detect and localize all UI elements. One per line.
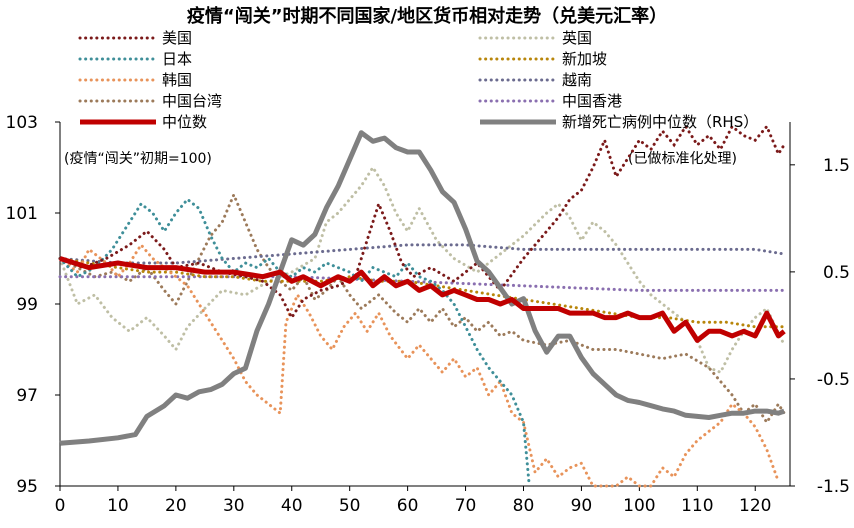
x-tick-label: 20 — [165, 496, 187, 516]
legend-label-hk: 中国香港 — [562, 92, 622, 110]
series-line-kr — [58, 242, 780, 488]
x-tick-label: 70 — [455, 496, 477, 516]
x-tick-label: 100 — [623, 496, 655, 516]
y-right-tick-label: 1.5 — [823, 156, 850, 176]
x-tick-label: 120 — [739, 496, 771, 516]
series-line-new_cases — [59, 130, 786, 446]
axes: 0 10 20 30 40 50 60 70 80 90 100 110 120 103 101 99 97 95… — [6, 113, 850, 516]
legend-label-sg: 新加坡 — [562, 50, 607, 68]
series-line-tw — [58, 190, 786, 426]
x-tick-label: 110 — [681, 496, 713, 516]
legend-label-us: 美国 — [162, 29, 192, 47]
left-axis-note: (疫情“闯关”初期=100) — [64, 150, 212, 167]
series-line-jp — [58, 197, 531, 488]
series-line-vn — [58, 243, 786, 265]
y-left-tick-label: 103 — [6, 113, 38, 133]
series-line-hk — [58, 275, 786, 292]
series-line-us — [58, 123, 786, 321]
x-tick-label: 40 — [281, 496, 303, 516]
series-lines — [58, 123, 786, 488]
x-tick-label: 30 — [223, 496, 245, 516]
y-left-tick-label: 99 — [16, 295, 38, 315]
y-right-tick-label: 0.5 — [823, 263, 850, 283]
x-tick-label: 10 — [107, 496, 129, 516]
right-axis-note: (已做标准化处理) — [628, 151, 737, 167]
legend-label-uk: 英国 — [562, 29, 592, 47]
series-line-median — [59, 256, 786, 343]
legend-label-new_cases: 新增死亡病例中位数（RHS） — [562, 113, 758, 131]
legend-label-vn: 越南 — [562, 71, 592, 89]
legend-label-median: 中位数 — [162, 113, 207, 131]
y-left-tick-label: 97 — [16, 386, 38, 406]
y-left-tick-label: 101 — [6, 204, 38, 224]
y-right-tick-label: -0.5 — [817, 370, 850, 390]
series-line-sg — [58, 257, 786, 329]
chart-title: 疫情“闯关”时期不同国家/地区货币相对走势（兑美元汇率） — [187, 5, 667, 27]
series-line-uk — [58, 164, 786, 375]
legend-label-jp: 日本 — [162, 50, 192, 68]
legend-label-tw: 中国台湾 — [162, 92, 222, 110]
x-tick-label: 80 — [513, 496, 535, 516]
x-tick-label: 90 — [571, 496, 593, 516]
x-tick-label: 60 — [397, 496, 419, 516]
legend-label-kr: 韩国 — [162, 71, 192, 89]
y-right-tick-label: -1.5 — [817, 477, 850, 497]
x-tick-label: 0 — [55, 496, 66, 516]
y-left-tick-label: 95 — [16, 477, 38, 497]
x-tick-label: 50 — [339, 496, 361, 516]
